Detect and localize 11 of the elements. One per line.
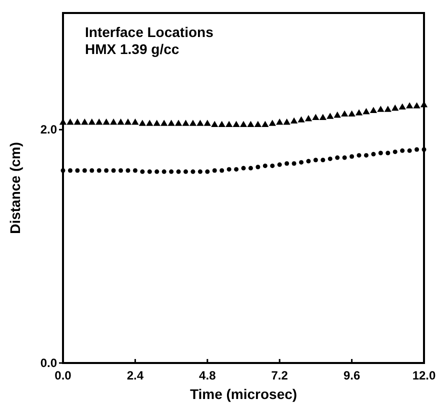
x-tick-label: 4.8	[199, 368, 216, 383]
x-tick-label: 12.0	[412, 368, 436, 383]
x-axis-title: Time (microsec)	[190, 386, 298, 402]
y-tick-label: 2.0	[40, 122, 58, 137]
text: Interface Locations	[85, 24, 214, 40]
x-tick-label: 9.6	[343, 368, 360, 383]
x-tick-label: 2.4	[126, 368, 144, 383]
x-tick-label: 0.0	[54, 368, 72, 383]
text: HMX 1.39 g/cc	[85, 41, 180, 57]
x-tick-label: 7.2	[271, 368, 288, 383]
y-axis-title: Distance (cm)	[7, 142, 23, 234]
